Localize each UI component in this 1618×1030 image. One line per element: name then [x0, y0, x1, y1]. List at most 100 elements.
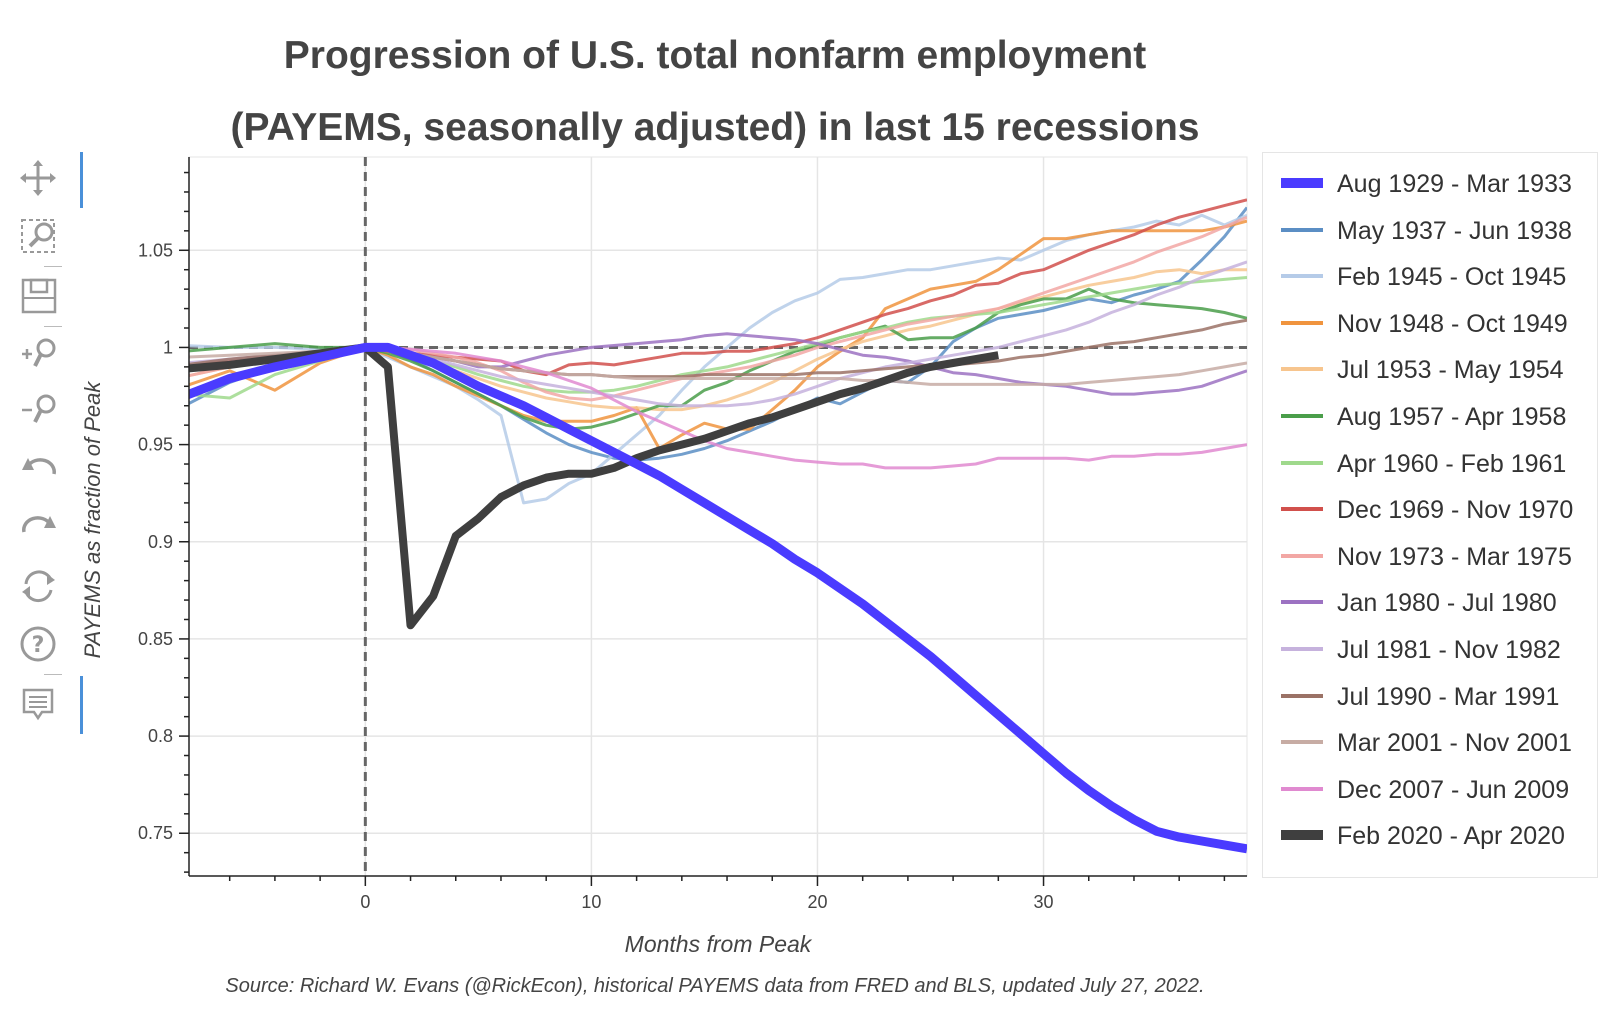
legend-swatch: [1281, 830, 1323, 841]
help-tool-button[interactable]: ?: [14, 622, 70, 666]
hover-active-indicator: [80, 676, 83, 734]
legend-label: Feb 1945 - Oct 1945: [1337, 263, 1567, 292]
x-tick-label: 30: [1034, 892, 1054, 912]
legend-label: Mar 2001 - Nov 2001: [1337, 729, 1572, 758]
legend-swatch: [1281, 693, 1323, 698]
axes: 0 10 20 30 0.75 0.8 0.85 0.9 0.95 1 1.05: [138, 157, 1247, 912]
legend-item[interactable]: May 1937 - Jun 1938: [1263, 210, 1597, 250]
legend-swatch: [1281, 553, 1323, 558]
zoom-out-icon: [22, 394, 56, 423]
series-line-nov-1973-mar-1975: [189, 215, 1247, 402]
legend-swatch: [1281, 320, 1323, 325]
series-line-aug-1957-apr-1958: [189, 287, 1247, 431]
save-tool-button[interactable]: [14, 274, 70, 318]
undo-icon: [22, 458, 56, 475]
legend-item[interactable]: Dec 1969 - Nov 1970: [1263, 489, 1597, 529]
legend-swatch: [1281, 367, 1323, 372]
legend-label: Jul 1981 - Nov 1982: [1337, 636, 1561, 664]
legend-item[interactable]: Jan 1980 - Jul 1980: [1263, 582, 1597, 622]
series-line-dec-1969-nov-1970: [189, 198, 1247, 377]
y-tick-label: 0.95: [138, 435, 173, 455]
legend-swatch: [1281, 460, 1323, 465]
y-axis-label: PAYEMS as fraction of Peak: [80, 381, 105, 659]
chart-legend: Aug 1929 - Mar 1933 May 1937 - Jun 1938 Fe…: [1262, 152, 1598, 878]
zoom-in-icon: [22, 338, 56, 367]
reset-icon: [22, 570, 55, 603]
hover-tool-button[interactable]: [14, 682, 70, 726]
legend-label: Jul 1990 - Mar 1991: [1337, 682, 1560, 711]
legend-item[interactable]: Nov 1948 - Oct 1949: [1263, 303, 1597, 343]
zoom-in-tool-button[interactable]: [14, 332, 70, 376]
y-tick-label: 0.9: [148, 532, 173, 552]
undo-tool-button[interactable]: [14, 446, 70, 490]
box-zoom-tool-button[interactable]: [14, 214, 70, 258]
legend-item[interactable]: Aug 1929 - Mar 1933: [1263, 163, 1597, 203]
series-line-feb-2020-apr-2020: [189, 343, 999, 630]
legend-item[interactable]: Mar 2001 - Nov 2001: [1263, 722, 1597, 762]
legend-item[interactable]: Jul 1981 - Nov 1982: [1263, 629, 1597, 669]
legend-label: Aug 1929 - Mar 1933: [1337, 170, 1572, 198]
reference-lines: [189, 157, 1247, 876]
chart-title-line-1: Progression of U.S. total nonfarm employ…: [283, 34, 1147, 77]
chart-title: Progression of U.S. total nonfarm employ…: [0, 20, 1430, 164]
series-line-dec-2007-jun-2009: [189, 345, 1247, 470]
legend-swatch: [1281, 740, 1323, 745]
x-tick-label: 10: [581, 892, 601, 912]
y-tick-label: 0.8: [148, 726, 173, 746]
zoom-out-tool-button[interactable]: [14, 388, 70, 432]
series-lines: [189, 198, 1247, 854]
pan-tool-button[interactable]: [14, 156, 70, 200]
toolbar-divider: [44, 326, 62, 327]
toolbar-divider: [44, 266, 62, 267]
legend-label: Jul 1953 - May 1954: [1337, 356, 1564, 385]
legend-label: Feb 2020 - Apr 2020: [1337, 822, 1565, 851]
legend-label: Apr 1960 - Feb 1961: [1337, 449, 1567, 478]
y-tick-label: 0.85: [138, 629, 173, 649]
hover-icon: [22, 688, 54, 721]
y-tick-label: 0.75: [138, 823, 173, 843]
legend-swatch: [1281, 178, 1323, 188]
redo-tool-button[interactable]: [14, 504, 70, 548]
pan-active-indicator: [80, 152, 83, 208]
legend-label: Dec 2007 - Jun 2009: [1337, 775, 1570, 804]
redo-icon: [22, 516, 56, 533]
legend-item[interactable]: Jul 1990 - Mar 1991: [1263, 676, 1597, 716]
legend-label: Aug 1957 - Apr 1958: [1337, 403, 1567, 431]
legend-item[interactable]: Aug 1957 - Apr 1958: [1263, 396, 1597, 436]
pan-icon: [20, 160, 56, 196]
legend-swatch: [1281, 414, 1323, 418]
legend-label: May 1937 - Jun 1938: [1337, 216, 1572, 245]
legend-swatch: [1281, 507, 1323, 512]
save-icon: [21, 278, 57, 314]
legend-label: Dec 1969 - Nov 1970: [1337, 496, 1574, 525]
legend-swatch: [1281, 786, 1323, 791]
chart-toolbar: ?: [14, 152, 83, 752]
legend-swatch: [1281, 600, 1323, 605]
legend-swatch: [1281, 227, 1323, 232]
series-line-mar-2001-nov-2001: [189, 345, 1247, 386]
legend-item[interactable]: Nov 1973 - Mar 1975: [1263, 536, 1597, 576]
box-zoom-icon: [21, 219, 55, 253]
legend-label: Nov 1948 - Oct 1949: [1337, 309, 1568, 338]
source-note: Source: Richard W. Evans (@RickEcon), hi…: [225, 975, 1205, 997]
toolbar-divider: [44, 674, 62, 675]
legend-swatch: [1281, 647, 1323, 651]
x-tick-label: 0: [360, 892, 370, 912]
svg-text:?: ?: [32, 633, 45, 658]
legend-swatch: [1281, 274, 1323, 279]
x-axis-label: Months from Peak: [625, 931, 813, 957]
legend-item[interactable]: Feb 1945 - Oct 1945: [1263, 256, 1597, 296]
legend-label: Nov 1973 - Mar 1975: [1337, 542, 1572, 571]
y-tick-label: 1: [163, 337, 173, 357]
chart-title-line-2: (PAYEMS, seasonally adjusted) in last 15…: [230, 106, 1200, 149]
reset-tool-button[interactable]: [14, 564, 70, 608]
legend-item[interactable]: Feb 2020 - Apr 2020: [1263, 815, 1597, 855]
legend-label: Jan 1980 - Jul 1980: [1337, 589, 1557, 618]
series-line-aug-1929-mar-1933: [189, 342, 1247, 854]
legend-item[interactable]: Jul 1953 - May 1954: [1263, 349, 1597, 389]
y-tick-label: 1.05: [138, 240, 173, 260]
legend-item[interactable]: Dec 2007 - Jun 2009: [1263, 769, 1597, 809]
legend-item[interactable]: Apr 1960 - Feb 1961: [1263, 443, 1597, 483]
help-icon: ?: [20, 626, 56, 662]
